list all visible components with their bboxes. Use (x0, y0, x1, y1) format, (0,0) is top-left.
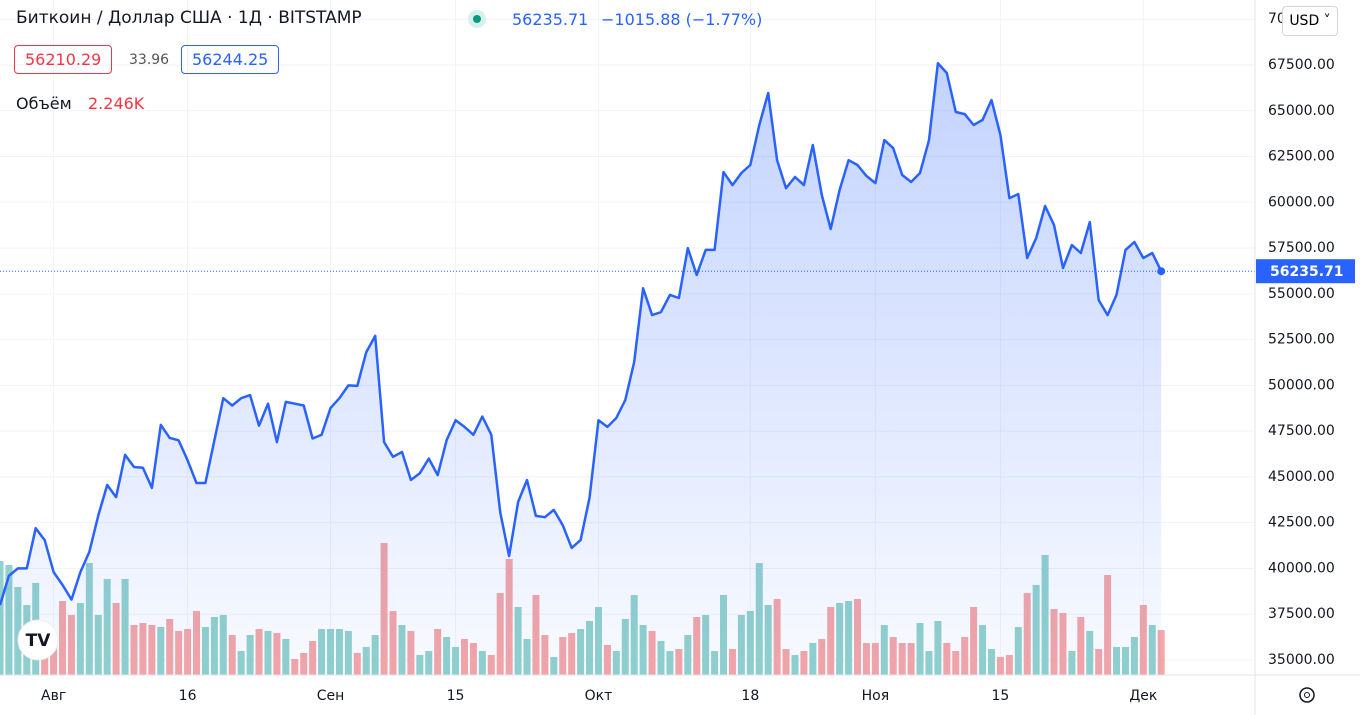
y-tick-label: 62500.00 (1268, 149, 1335, 165)
y-tick-label: 52500.00 (1268, 332, 1335, 348)
y-tick-label: 67500.00 (1268, 57, 1335, 73)
volume-value: 2.246K (88, 94, 145, 113)
y-tick-label: 35000.00 (1268, 652, 1335, 668)
y-tick-label: 57500.00 (1268, 240, 1335, 256)
y-tick-label: 65000.00 (1268, 103, 1335, 119)
price-line (0, 61, 1163, 606)
y-tick-label: 47500.00 (1268, 423, 1335, 439)
tv-logo: TV (17, 619, 59, 661)
svg-text:TV: TV (26, 631, 52, 651)
x-tick-label: Окт (585, 688, 613, 704)
y-tick-label: 45000.00 (1268, 469, 1335, 485)
currency: USD (1289, 13, 1320, 29)
x-tick-label: 15 (992, 688, 1010, 704)
last-price-tag (1256, 259, 1355, 284)
x-tick-label: Авг (41, 688, 66, 704)
y-tick-label: 50000.00 (1268, 377, 1335, 393)
ask[interactable]: 56244.25 (181, 45, 280, 74)
y-tick-label: 40000.00 (1268, 560, 1335, 576)
y-tick-label: 55000.00 (1268, 286, 1335, 302)
price: 56235.71 (512, 10, 589, 29)
last-price-label: 56235.71 (1270, 264, 1344, 280)
bid[interactable]: 56210.29 (14, 45, 113, 74)
change: −1015.88 (−1.77%) (601, 10, 763, 29)
settings-icon[interactable] (1299, 687, 1315, 703)
area (0, 63, 1162, 675)
status-dot (468, 10, 486, 28)
currency-button[interactable]: USD ˅ (1282, 6, 1338, 36)
volume-label: Объём (16, 94, 72, 113)
last-point (1157, 267, 1166, 276)
y-tick-label: 42500.00 (1268, 515, 1335, 531)
x-tick-label: Сен (317, 688, 345, 704)
x-tick-label: 18 (741, 688, 759, 704)
spread: 33.96 (129, 52, 170, 68)
y-tick-label: 37500.00 (1268, 606, 1335, 622)
x-tick-label: 16 (179, 688, 197, 704)
x-tick-label: Дек (1129, 688, 1157, 704)
symbol: Биткоин / Доллар США · 1Д · BITSTAMP (16, 8, 362, 28)
y-tick-label: 60000.00 (1268, 194, 1335, 210)
x-tick-label: 15 (447, 688, 465, 704)
volume-bar (1157, 630, 1165, 675)
x-tick-label: Ноя (862, 688, 890, 704)
